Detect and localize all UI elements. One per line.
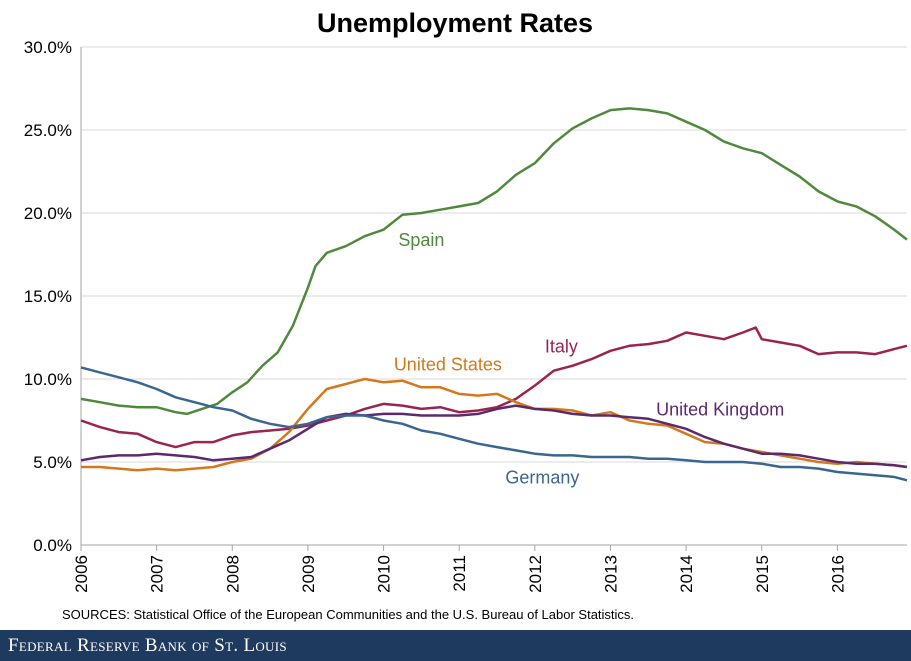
series-line-united-states	[81, 377, 908, 472]
series-line-germany	[80, 366, 908, 482]
y-tick-label: 20.0%	[24, 204, 72, 223]
x-tick-label: 2009	[299, 555, 318, 593]
series-label-italy: Italy	[545, 336, 578, 356]
y-tick-label: 30.0%	[24, 38, 72, 57]
x-tick-label: 2014	[677, 555, 696, 593]
x-tick-label: 2007	[148, 555, 167, 593]
x-tick-label: 2015	[753, 555, 772, 593]
y-tick-label: 5.0%	[33, 453, 72, 472]
y-tick-label: 10.0%	[24, 370, 72, 389]
y-tick-label: 15.0%	[24, 287, 72, 306]
series-label-united-kingdom: United Kingdom	[656, 400, 784, 420]
x-tick-label: 2008	[223, 555, 242, 593]
x-tick-label: 2013	[601, 555, 620, 593]
series-label-germany: Germany	[505, 468, 579, 488]
x-ticks: 2006 2007 2008 2009 2010 2011 2012 2013 2014 2015…	[72, 545, 847, 593]
axes	[80, 47, 907, 546]
grid	[81, 46, 907, 463]
x-tick-label: 2011	[450, 555, 469, 592]
series-label-united-states: United States	[394, 355, 502, 375]
x-tick-label: 2016	[828, 555, 847, 593]
y-ticks: 0.0% 5.0% 10.0% 15.0% 20.0% 25.0% 30.0%	[24, 38, 72, 555]
chart-title: Unemployment Rates	[317, 8, 593, 38]
y-tick-label: 0.0%	[33, 536, 72, 555]
series-line-italy	[80, 326, 908, 449]
series-lines	[80, 107, 908, 482]
sources-note: SOURCES: Statistical Office of the Europ…	[62, 607, 635, 622]
footer-bar: Federal Reserve Bank of St. Louis	[0, 630, 911, 661]
y-tick-label: 25.0%	[24, 121, 72, 140]
unemployment-chart: Unemployment Rates 0.0% 5.0% 10.0% 15.0% 20.…	[24, 8, 908, 593]
series-label-spain: Spain	[398, 230, 444, 250]
x-tick-label: 2010	[375, 555, 394, 593]
series-line-spain	[80, 107, 908, 416]
series-line-united-kingdom	[80, 404, 908, 469]
x-tick-label: 2012	[526, 555, 545, 593]
series-labels: Spain Italy United States United Kingdom Ger…	[394, 230, 784, 487]
x-tick-label: 2006	[72, 555, 91, 593]
footer-brand: Federal Reserve Bank of St. Louis	[8, 635, 287, 656]
